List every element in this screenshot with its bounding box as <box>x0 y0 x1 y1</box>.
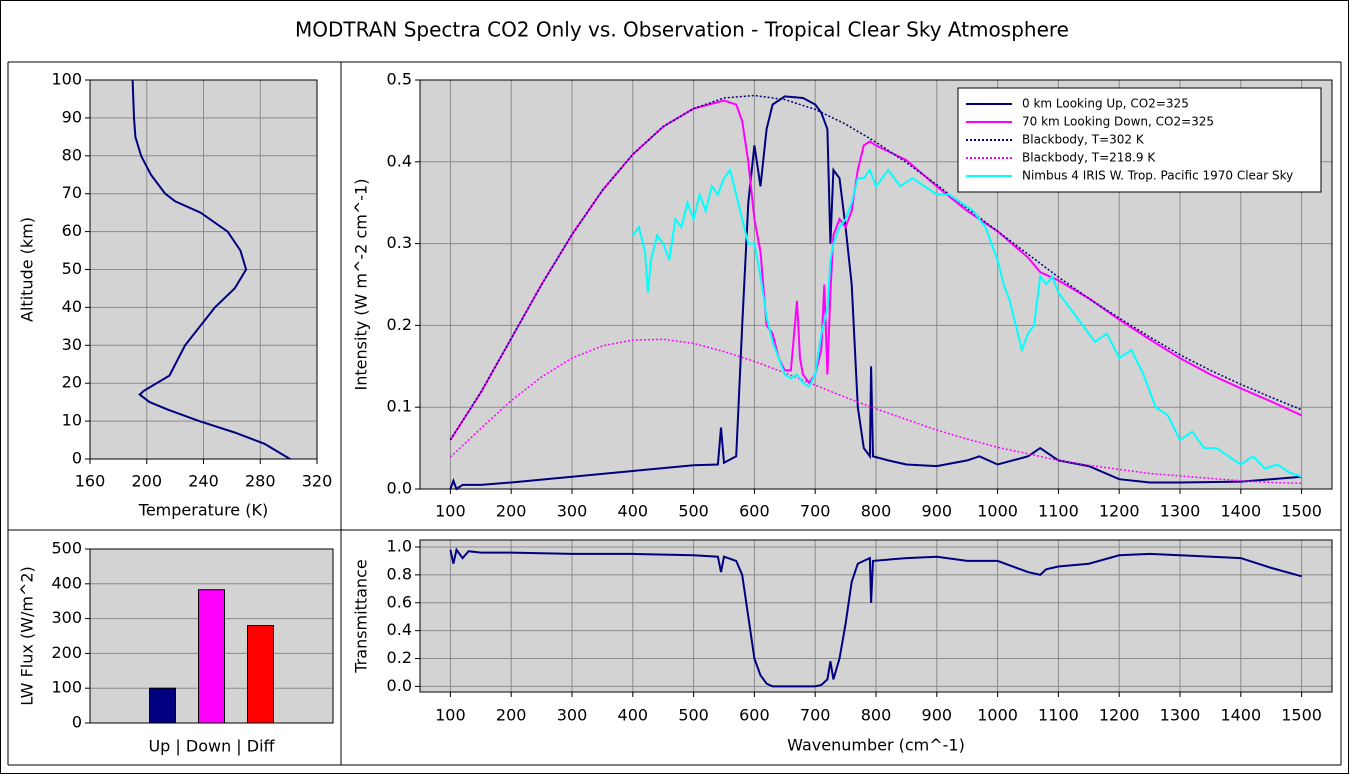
legend-label: Blackbody, T=302 K <box>1022 133 1145 147</box>
x-tick-label: 1100 <box>1038 706 1079 725</box>
y-tick-label: 1.0 <box>387 536 412 555</box>
plot-frame <box>419 79 1333 490</box>
y-tick-label: 0.2 <box>387 315 412 334</box>
legend-label: 0 km Looking Up, CO2=325 <box>1022 97 1189 111</box>
bar <box>198 589 225 724</box>
y-tick-label: 70 <box>62 183 82 202</box>
x-tick-label: 1500 <box>1281 502 1322 521</box>
x-tick-label: 500 <box>678 502 709 521</box>
x-tick-label: 200 <box>496 502 527 521</box>
x-tick-label: 100 <box>435 706 466 725</box>
x-tick-label: 700 <box>800 502 831 521</box>
y-tick-label: 100 <box>51 678 82 697</box>
x-tick-label: 1100 <box>1038 502 1079 521</box>
data-line <box>131 79 291 460</box>
y-axis-label: Transmittance <box>352 559 371 673</box>
x-axis-label: Wavenumber (cm^-1) <box>787 736 965 755</box>
y-tick-label: 50 <box>62 259 82 278</box>
x-tick-label: 1200 <box>1099 706 1140 725</box>
x-tick-label: 900 <box>922 502 953 521</box>
plot-frame <box>89 79 318 460</box>
y-tick-label: 300 <box>51 608 82 627</box>
figure-title: MODTRAN Spectra CO2 Only vs. Observation… <box>295 18 1069 42</box>
y-tick-label: 0.2 <box>387 648 412 667</box>
x-tick-label: 400 <box>618 706 649 725</box>
y-tick-label: 0.0 <box>387 676 412 695</box>
y-tick-label: 400 <box>51 573 82 592</box>
y-tick-label: 0.8 <box>387 564 412 583</box>
legend-box <box>957 87 1322 193</box>
bar <box>247 625 274 724</box>
data-line <box>449 547 1302 688</box>
x-tick-label: 200 <box>131 472 162 491</box>
legend-label: 70 km Looking Down, CO2=325 <box>1022 115 1214 129</box>
y-tick-label: 200 <box>51 643 82 662</box>
legend-label: Nimbus 4 IRIS W. Trop. Pacific 1970 Clea… <box>1022 169 1293 183</box>
x-axis-label: Temperature (K) <box>138 501 268 520</box>
x-tick-label: 240 <box>188 472 219 491</box>
x-tick-label: 500 <box>678 706 709 725</box>
y-axis-label: LW Flux (W/m^2) <box>18 566 37 706</box>
legend-label: Blackbody, T=218.9 K <box>1022 151 1156 165</box>
x-tick-label: 800 <box>861 502 892 521</box>
data-line <box>449 99 1303 441</box>
x-tick-label: 600 <box>739 502 770 521</box>
x-tick-label: 800 <box>861 706 892 725</box>
y-tick-label: 20 <box>62 373 82 392</box>
x-tick-label: 1200 <box>1099 502 1140 521</box>
y-tick-label: 10 <box>62 411 82 430</box>
x-tick-label: 1000 <box>977 502 1018 521</box>
x-tick-label: 1400 <box>1220 502 1261 521</box>
y-tick-label: 0.0 <box>387 479 412 498</box>
y-tick-label: 100 <box>51 70 82 89</box>
x-tick-label: 160 <box>75 472 106 491</box>
x-tick-label: 300 <box>557 502 588 521</box>
y-tick-label: 0.4 <box>387 620 412 639</box>
x-tick-label: 700 <box>800 706 831 725</box>
y-tick-label: 0 <box>72 449 82 468</box>
x-tick-label: 1300 <box>1160 706 1201 725</box>
x-tick-label: 300 <box>557 706 588 725</box>
y-tick-label: 30 <box>62 335 82 354</box>
y-axis-label: Altitude (km) <box>18 217 37 322</box>
y-tick-label: 60 <box>62 221 82 240</box>
y-tick-label: 0.6 <box>387 592 412 611</box>
data-line <box>449 95 1302 491</box>
y-axis-label: Intensity (W m^-2 cm^-1) <box>352 179 371 391</box>
y-tick-label: 40 <box>62 297 82 316</box>
x-tick-label: 1300 <box>1160 502 1201 521</box>
x-tick-label: 1000 <box>977 706 1018 725</box>
plot-frame <box>419 539 1333 693</box>
bar <box>149 687 176 724</box>
x-tick-label: 320 <box>302 472 333 491</box>
y-tick-label: 0.4 <box>387 151 412 170</box>
x-axis-label: Up | Down | Diff <box>148 737 275 756</box>
y-tick-label: 0.5 <box>387 70 412 89</box>
x-tick-label: 280 <box>245 472 276 491</box>
x-tick-label: 1500 <box>1281 706 1322 725</box>
data-line <box>631 167 1302 478</box>
data-line <box>449 338 1302 485</box>
x-tick-label: 400 <box>618 502 649 521</box>
y-tick-label: 500 <box>51 539 82 558</box>
x-tick-label: 1400 <box>1220 706 1261 725</box>
x-tick-label: 200 <box>496 706 527 725</box>
x-tick-label: 900 <box>922 706 953 725</box>
y-tick-label: 0.3 <box>387 233 412 252</box>
y-tick-label: 80 <box>62 145 82 164</box>
y-tick-label: 0 <box>72 713 82 732</box>
x-tick-label: 600 <box>739 706 770 725</box>
x-tick-label: 100 <box>435 502 466 521</box>
y-tick-label: 90 <box>62 107 82 126</box>
y-tick-label: 0.1 <box>387 397 412 416</box>
